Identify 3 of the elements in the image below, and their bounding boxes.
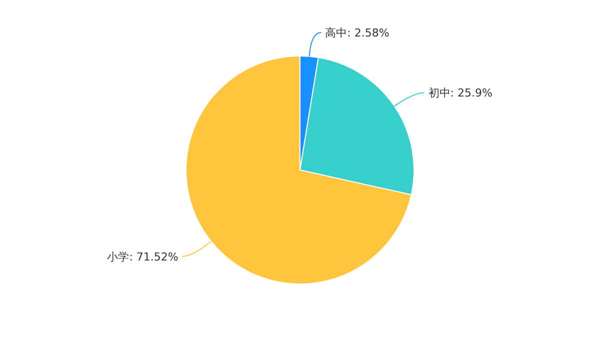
slice-label: 小学: 71.52% (107, 250, 178, 264)
slice-label: 初中: 25.9% (428, 86, 492, 100)
slice-label: 高中: 2.58% (325, 26, 390, 40)
